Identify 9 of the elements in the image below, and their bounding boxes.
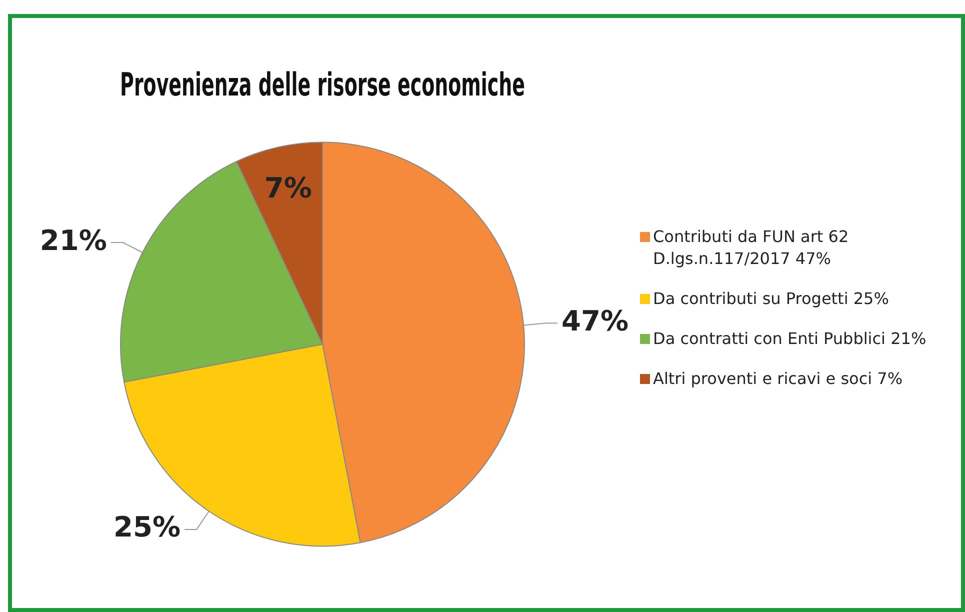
data-label: 25%	[114, 510, 181, 544]
chart-title: Provenienza delle risorse economiche	[120, 68, 525, 104]
data-label: 47%	[562, 304, 629, 338]
legend-label: Altri proventi e ricavi e soci 7%	[653, 368, 903, 390]
legend-label: Da contributi su Progetti 25%	[653, 288, 889, 310]
legend-label: Contributi da FUN art 62 D.lgs.n.117/2017 47%	[653, 226, 850, 270]
data-label: 21%	[40, 224, 107, 257]
data-label: 7%	[264, 172, 312, 205]
legend-label: Da contratti con Enti Pubblici 21%	[653, 328, 926, 350]
